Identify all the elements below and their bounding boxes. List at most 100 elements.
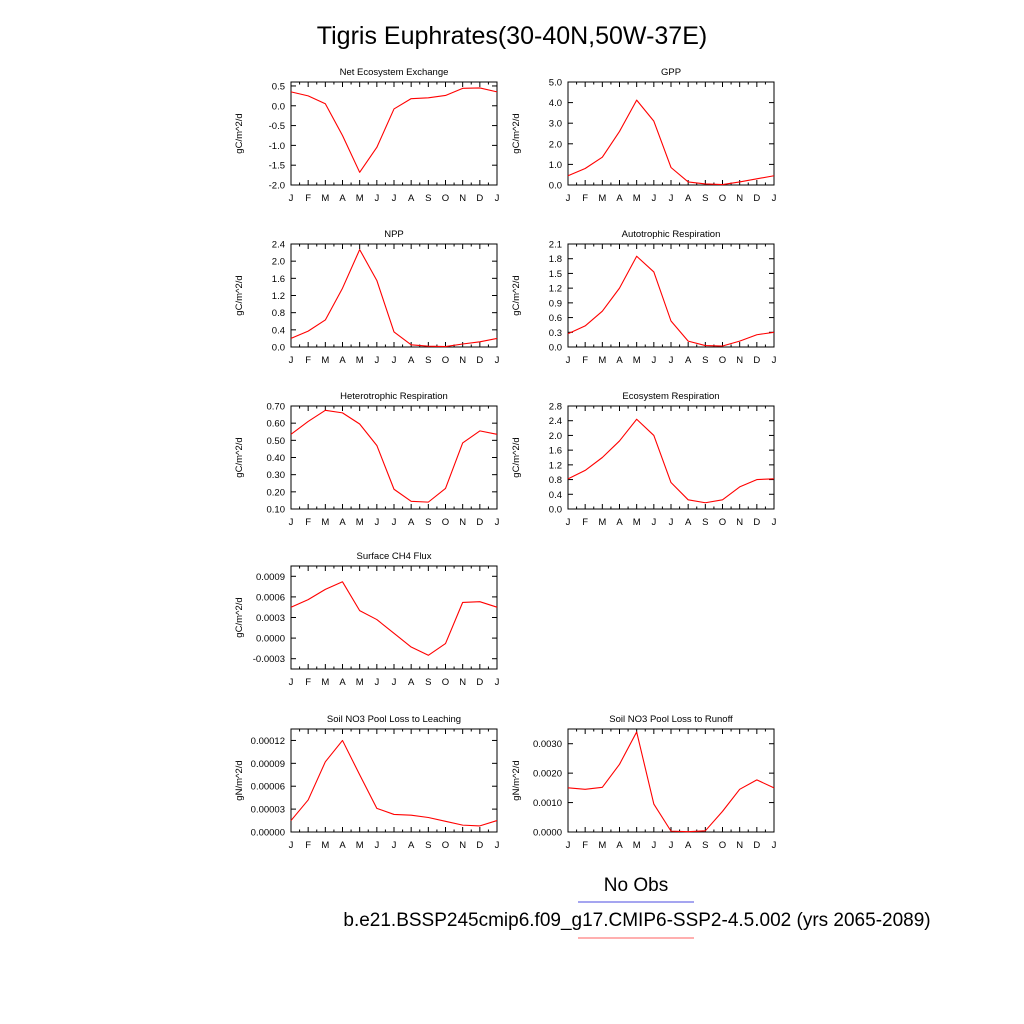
y-tick-label: 0.10 — [267, 505, 286, 516]
x-tick-label: M — [321, 677, 329, 688]
y-tick-label: 0.9 — [549, 298, 562, 309]
page-title: Tigris Euphrates(30-40N,50W-37E) — [317, 22, 707, 50]
y-axis-label: gC/m^2/d — [511, 275, 522, 315]
plot-frame — [567, 243, 775, 348]
y-tick-label: 4.0 — [549, 98, 562, 109]
x-tick-label: F — [305, 193, 311, 204]
x-tick-label: F — [305, 517, 311, 528]
x-tick-label: J — [772, 355, 777, 366]
legend-obs-label: No Obs — [604, 875, 668, 896]
legend: No Obs b.e21.BSSP245cmip6.f09_g17.CMIP6-… — [343, 875, 931, 939]
x-tick-label: A — [408, 517, 415, 528]
x-tick-label: F — [582, 840, 588, 851]
series-line — [290, 249, 498, 348]
y-tick-label: 0.3 — [549, 328, 562, 339]
y-tick-label: 1.6 — [272, 274, 285, 285]
x-tick-label: D — [753, 193, 760, 204]
x-tick-label: M — [633, 193, 641, 204]
x-tick-label: O — [719, 193, 726, 204]
y-tick-label: 0.0 — [549, 181, 562, 192]
x-tick-label: J — [669, 193, 674, 204]
plot-frame — [290, 565, 498, 670]
x-tick-label: A — [408, 677, 415, 688]
x-tick-label: N — [459, 840, 466, 851]
y-tick-label: 2.1 — [549, 240, 562, 251]
y-tick-label: 0.00009 — [251, 759, 285, 770]
x-tick-label: A — [339, 355, 346, 366]
x-tick-label: J — [651, 355, 656, 366]
plot-frame — [567, 405, 775, 510]
x-tick-label: O — [719, 355, 726, 366]
x-tick-label: J — [289, 677, 294, 688]
y-tick-label: 2.0 — [549, 431, 562, 442]
x-tick-label: D — [476, 517, 483, 528]
y-tick-label: 0.0010 — [533, 798, 562, 809]
x-tick-label: O — [442, 677, 449, 688]
y-tick-label: 0.4 — [272, 325, 285, 336]
x-tick-label: J — [495, 355, 500, 366]
y-tick-label: 0.0020 — [533, 769, 562, 780]
x-tick-label: M — [356, 355, 364, 366]
x-tick-label: O — [442, 840, 449, 851]
x-tick-label: J — [495, 517, 500, 528]
x-tick-label: D — [476, 677, 483, 688]
panel-title: Surface CH4 Flux — [357, 551, 432, 562]
legend-model-label: b.e21.BSSP245cmip6.f09_g17.CMIP6-SSP2-4.… — [343, 910, 930, 931]
x-tick-label: J — [566, 355, 571, 366]
x-tick-label: A — [616, 355, 623, 366]
y-tick-label: 2.0 — [549, 139, 562, 150]
x-tick-label: N — [459, 193, 466, 204]
series-line — [290, 739, 498, 827]
series-line — [290, 581, 498, 656]
x-tick-label: D — [476, 840, 483, 851]
x-tick-label: M — [633, 355, 641, 366]
x-tick-label: A — [685, 517, 692, 528]
x-tick-label: J — [566, 517, 571, 528]
y-tick-label: 1.5 — [549, 269, 562, 280]
x-tick-label: D — [476, 355, 483, 366]
y-tick-label: 0.20 — [267, 487, 286, 498]
x-tick-label: J — [289, 840, 294, 851]
x-tick-label: O — [719, 840, 726, 851]
x-tick-label: S — [702, 355, 708, 366]
x-tick-label: N — [736, 517, 743, 528]
x-tick-label: O — [442, 517, 449, 528]
series-line — [567, 418, 775, 504]
x-tick-label: N — [459, 677, 466, 688]
x-tick-label: S — [425, 517, 431, 528]
x-tick-label: J — [566, 840, 571, 851]
x-tick-label: J — [392, 517, 397, 528]
series-line — [290, 87, 498, 173]
y-tick-label: 1.8 — [549, 254, 562, 265]
y-tick-label: 0.5 — [272, 81, 285, 92]
plot-frame — [290, 81, 498, 186]
x-tick-label: J — [566, 193, 571, 204]
x-tick-label: J — [374, 193, 379, 204]
y-tick-label: 1.6 — [549, 446, 562, 457]
panel-title: GPP — [661, 67, 681, 78]
y-tick-label: 1.0 — [549, 160, 562, 171]
x-tick-label: J — [374, 840, 379, 851]
x-tick-label: S — [702, 517, 708, 528]
x-tick-label: N — [736, 840, 743, 851]
y-tick-label: 2.4 — [272, 240, 285, 251]
x-tick-label: A — [408, 840, 415, 851]
x-tick-label: J — [651, 193, 656, 204]
y-tick-label: 0.50 — [267, 436, 286, 447]
plot-frame — [290, 405, 498, 510]
series-line — [567, 99, 775, 186]
y-tick-label: -2.0 — [269, 181, 285, 192]
x-tick-label: J — [392, 193, 397, 204]
x-tick-label: M — [633, 840, 641, 851]
y-axis-label: gC/m^2/d — [234, 437, 245, 477]
x-tick-label: J — [651, 517, 656, 528]
panel-title: Soil NO3 Pool Loss to Runoff — [609, 714, 733, 725]
x-tick-label: A — [408, 355, 415, 366]
y-tick-label: 0.00003 — [251, 805, 285, 816]
x-tick-label: M — [598, 517, 606, 528]
x-tick-label: A — [339, 193, 346, 204]
